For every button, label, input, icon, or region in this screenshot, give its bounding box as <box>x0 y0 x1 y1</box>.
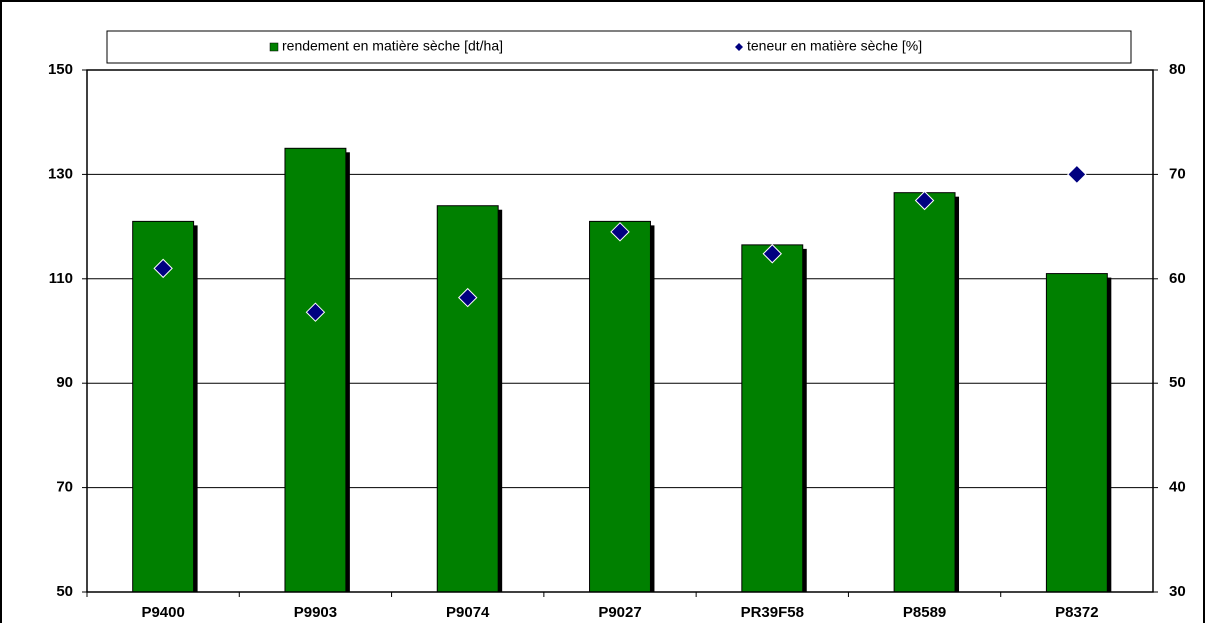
marker <box>914 190 935 211</box>
legend-box <box>106 30 1132 64</box>
y2-tick-label: 40 <box>1169 479 1186 496</box>
y-tick-label: 110 <box>49 270 73 287</box>
y-tick-label: 70 <box>56 479 73 496</box>
x-tick-label: PR39F58 <box>741 604 804 621</box>
legend-marker <box>735 43 743 51</box>
x-tick-label: P9027 <box>598 604 641 621</box>
y-tick-label: 50 <box>56 583 73 600</box>
marker <box>305 302 326 322</box>
x-tick-label: P8589 <box>903 604 946 621</box>
legend-marker <box>269 42 279 52</box>
bar <box>284 147 347 593</box>
marker <box>1067 164 1087 185</box>
bar <box>1045 273 1108 593</box>
bar <box>893 192 956 593</box>
bar <box>589 220 651 593</box>
y2-tick-label: 60 <box>1169 270 1186 287</box>
bar <box>132 220 195 593</box>
y2-tick-label: 30 <box>1169 583 1186 600</box>
marker <box>610 222 630 242</box>
marker <box>153 258 173 279</box>
x-tick-label: P9903 <box>294 604 337 621</box>
x-tick-label: P9400 <box>141 604 184 621</box>
marker <box>458 287 478 308</box>
y-tick-label: 90 <box>56 374 73 391</box>
y2-tick-label: 80 <box>1169 61 1186 78</box>
y2-tick-label: 70 <box>1169 165 1186 182</box>
y-tick-label: 130 <box>48 165 73 182</box>
x-tick-label: P9074 <box>446 604 490 621</box>
y2-tick-label: 50 <box>1169 374 1186 391</box>
bar <box>741 244 804 593</box>
plot-border <box>86 69 1154 593</box>
y-tick-label: 150 <box>48 61 73 78</box>
x-tick-label: P8372 <box>1055 604 1098 621</box>
legend-label: teneur en matière sèche [%] <box>747 38 922 54</box>
bar <box>436 205 499 593</box>
marker <box>762 244 782 264</box>
legend-label: rendement en matière sèche [dt/ha] <box>282 38 503 54</box>
